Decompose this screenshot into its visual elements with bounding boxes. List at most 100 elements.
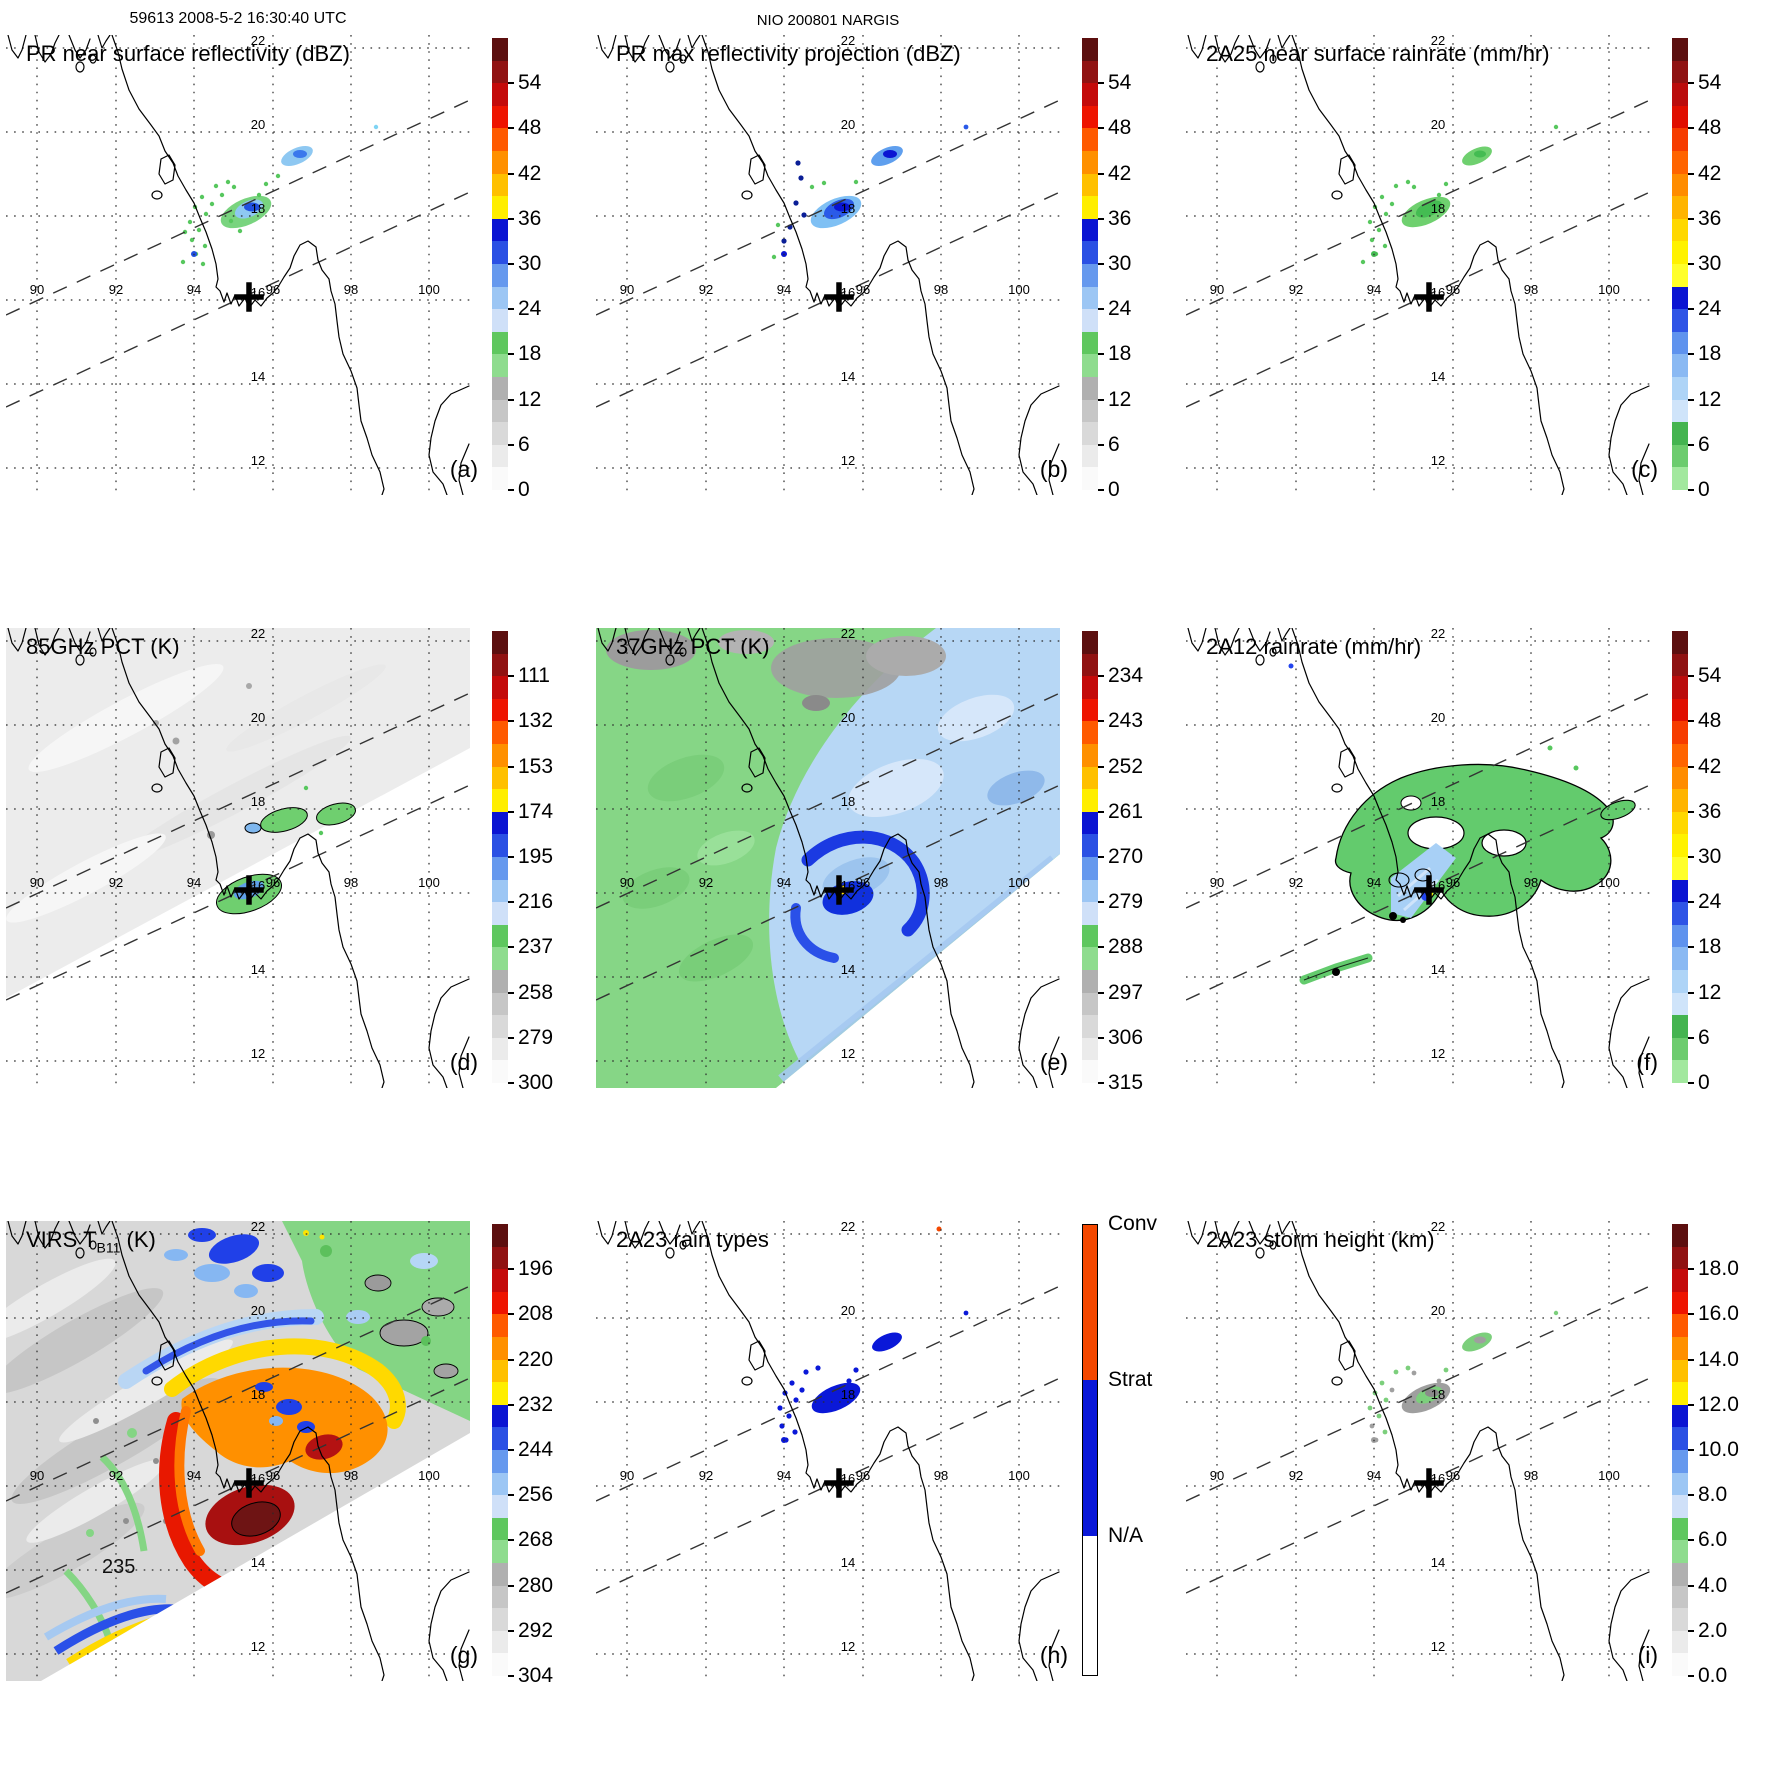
geo-grid-label: 100 — [1008, 875, 1030, 890]
colorbar-segment — [492, 286, 508, 310]
colorbar-segment — [492, 811, 508, 835]
panel-title: 2A25 near surface rainrate (mm/hr) — [1206, 41, 1550, 66]
colorbar-segment — [1672, 1562, 1688, 1586]
colorbar-tick-mark — [508, 308, 514, 311]
geo-grid-label: 92 — [699, 1468, 713, 1483]
colorbar-tick-mark — [508, 856, 514, 858]
geo-grid-label: 92 — [1289, 1468, 1303, 1483]
colorbar-segment — [1672, 218, 1688, 242]
colorbar-segment — [492, 196, 508, 219]
colorbar-tick-label: 14.0 — [1698, 1347, 1739, 1371]
colorbar-segment — [1082, 444, 1098, 468]
colorbar-segment — [1082, 1015, 1098, 1038]
colorbar-segment — [492, 698, 508, 722]
colorbar-segment — [492, 444, 508, 468]
colorbar-tick-label: 304 — [518, 1664, 554, 1687]
colorbar-segment — [492, 422, 508, 445]
colorbar-segment — [1672, 969, 1688, 993]
colorbar-tick-label: 6 — [1698, 1025, 1710, 1049]
map-f: 90 92 94 96 98 100 22 20 18 16 14 12 2A12 rainrate … — [1186, 628, 1658, 1088]
panel-i: 90 92 94 96 98 100 22 20 18 16 14 12 2A23 storm hei… — [1180, 1186, 1770, 1779]
geo-grid-label: 14 — [251, 369, 265, 384]
colorbar-segment — [1082, 698, 1098, 722]
colorbar-segment — [1672, 743, 1688, 767]
panel-letter: (c) — [1631, 456, 1658, 482]
geo-grid-label: 90 — [30, 875, 44, 890]
colorbar-tick-label: 261 — [1108, 799, 1144, 823]
colorbar-tick-label: 18 — [1698, 342, 1722, 366]
geo-grid-label: 96 — [266, 875, 280, 890]
colorbar-segment — [492, 1472, 508, 1496]
colorbar-segment — [1672, 766, 1688, 790]
colorbar-segment — [492, 1291, 508, 1315]
colorbar-segment — [1082, 38, 1098, 61]
colorbar-tick-mark — [1098, 901, 1104, 904]
geo-grid-label: 92 — [1289, 875, 1303, 890]
geo-grid-label: 90 — [620, 875, 634, 890]
colorbar-tick-mark — [1688, 443, 1694, 446]
colorbar-segment — [1672, 1359, 1688, 1383]
geo-grid-label: 20 — [1431, 710, 1445, 725]
geo-grid-label: 12 — [841, 1046, 855, 1061]
colorbar-tick-mark — [508, 946, 514, 949]
geo-grid-label: 100 — [418, 282, 440, 297]
colorbar-tick-mark — [508, 1449, 514, 1451]
geo-grid-label: 12 — [251, 453, 265, 468]
virs-swath-field — [6, 1221, 470, 1681]
colorbar-tick-mark — [1688, 675, 1694, 678]
geo-grid-label: 96 — [266, 282, 280, 297]
colorbar-segment — [492, 992, 508, 1016]
geo-grid-label: 90 — [620, 1468, 634, 1483]
geo-grid-label: 96 — [266, 1468, 280, 1483]
geo-grid-label: 90 — [30, 1468, 44, 1483]
colorbar-tick-mark — [508, 1629, 514, 1632]
rain-overlay-h — [777, 1226, 969, 1443]
colorbar-tick-label: 18 — [1698, 935, 1722, 959]
colorbar-tick-mark — [508, 901, 514, 904]
geo-grid-label: 18 — [251, 201, 265, 216]
colorbar-segment — [492, 1314, 508, 1337]
colorbar-pct85: 111 132 153 174 195 216 237 258 279 300 — [492, 631, 553, 1094]
geo-grid-label: 96 — [1446, 1468, 1460, 1483]
colorbar-tick-label: 6 — [1108, 432, 1120, 456]
colorbar-segment — [1672, 286, 1688, 310]
colorbar-segment — [1672, 947, 1688, 970]
colorbar-tick-mark — [1098, 489, 1104, 491]
geo-grid-label: 98 — [1524, 875, 1538, 890]
colorbar-tick-mark — [1688, 1584, 1694, 1587]
geo-grid-label: 94 — [777, 282, 791, 297]
geo-grid-label: 20 — [841, 710, 855, 725]
colorbar-tick-label: 54 — [1698, 71, 1722, 95]
geo-grid-label: 20 — [1431, 1303, 1445, 1318]
colorbar-segment — [492, 1359, 508, 1383]
colorbar-tick-mark — [1688, 765, 1694, 768]
colorbar-segment — [1672, 1449, 1688, 1473]
colorbar-tick-label: Conv — [1108, 1212, 1158, 1235]
colorbar-tick-mark — [1688, 1268, 1694, 1271]
colorbar-segment — [1672, 1336, 1688, 1360]
coastline — [7, 35, 470, 495]
colorbar-tick-mark — [1098, 127, 1104, 130]
geo-grid-label: 12 — [1431, 1046, 1445, 1061]
geo-grid-label: 14 — [841, 369, 855, 384]
colorbar-tick-label: 196 — [518, 1257, 554, 1281]
colorbar-segment — [1082, 331, 1098, 355]
geo-grid-label: 94 — [187, 1468, 201, 1483]
colorbar-segment — [492, 331, 508, 355]
colorbar-tick-label: 279 — [518, 1025, 554, 1049]
colorbar-tick-label: Strat — [1108, 1367, 1153, 1391]
geo-grid-label: 100 — [418, 1468, 440, 1483]
colorbar-segment — [1082, 789, 1098, 812]
colorbar-segment — [1672, 444, 1688, 468]
colorbar-tick-mark — [1688, 82, 1694, 85]
panel-b: 90 92 94 96 98 100 22 20 18 16 14 12 PR max reflect… — [590, 0, 1180, 593]
colorbar-segment — [492, 1427, 508, 1450]
colorbar-tick-mark — [1098, 720, 1104, 723]
geo-grid-label: 98 — [344, 1468, 358, 1483]
geo-grid-label: 100 — [418, 875, 440, 890]
geo-grid-label: 100 — [1008, 282, 1030, 297]
colorbar-tick-label: 48 — [1698, 709, 1722, 733]
colorbar-segment — [1672, 38, 1688, 61]
